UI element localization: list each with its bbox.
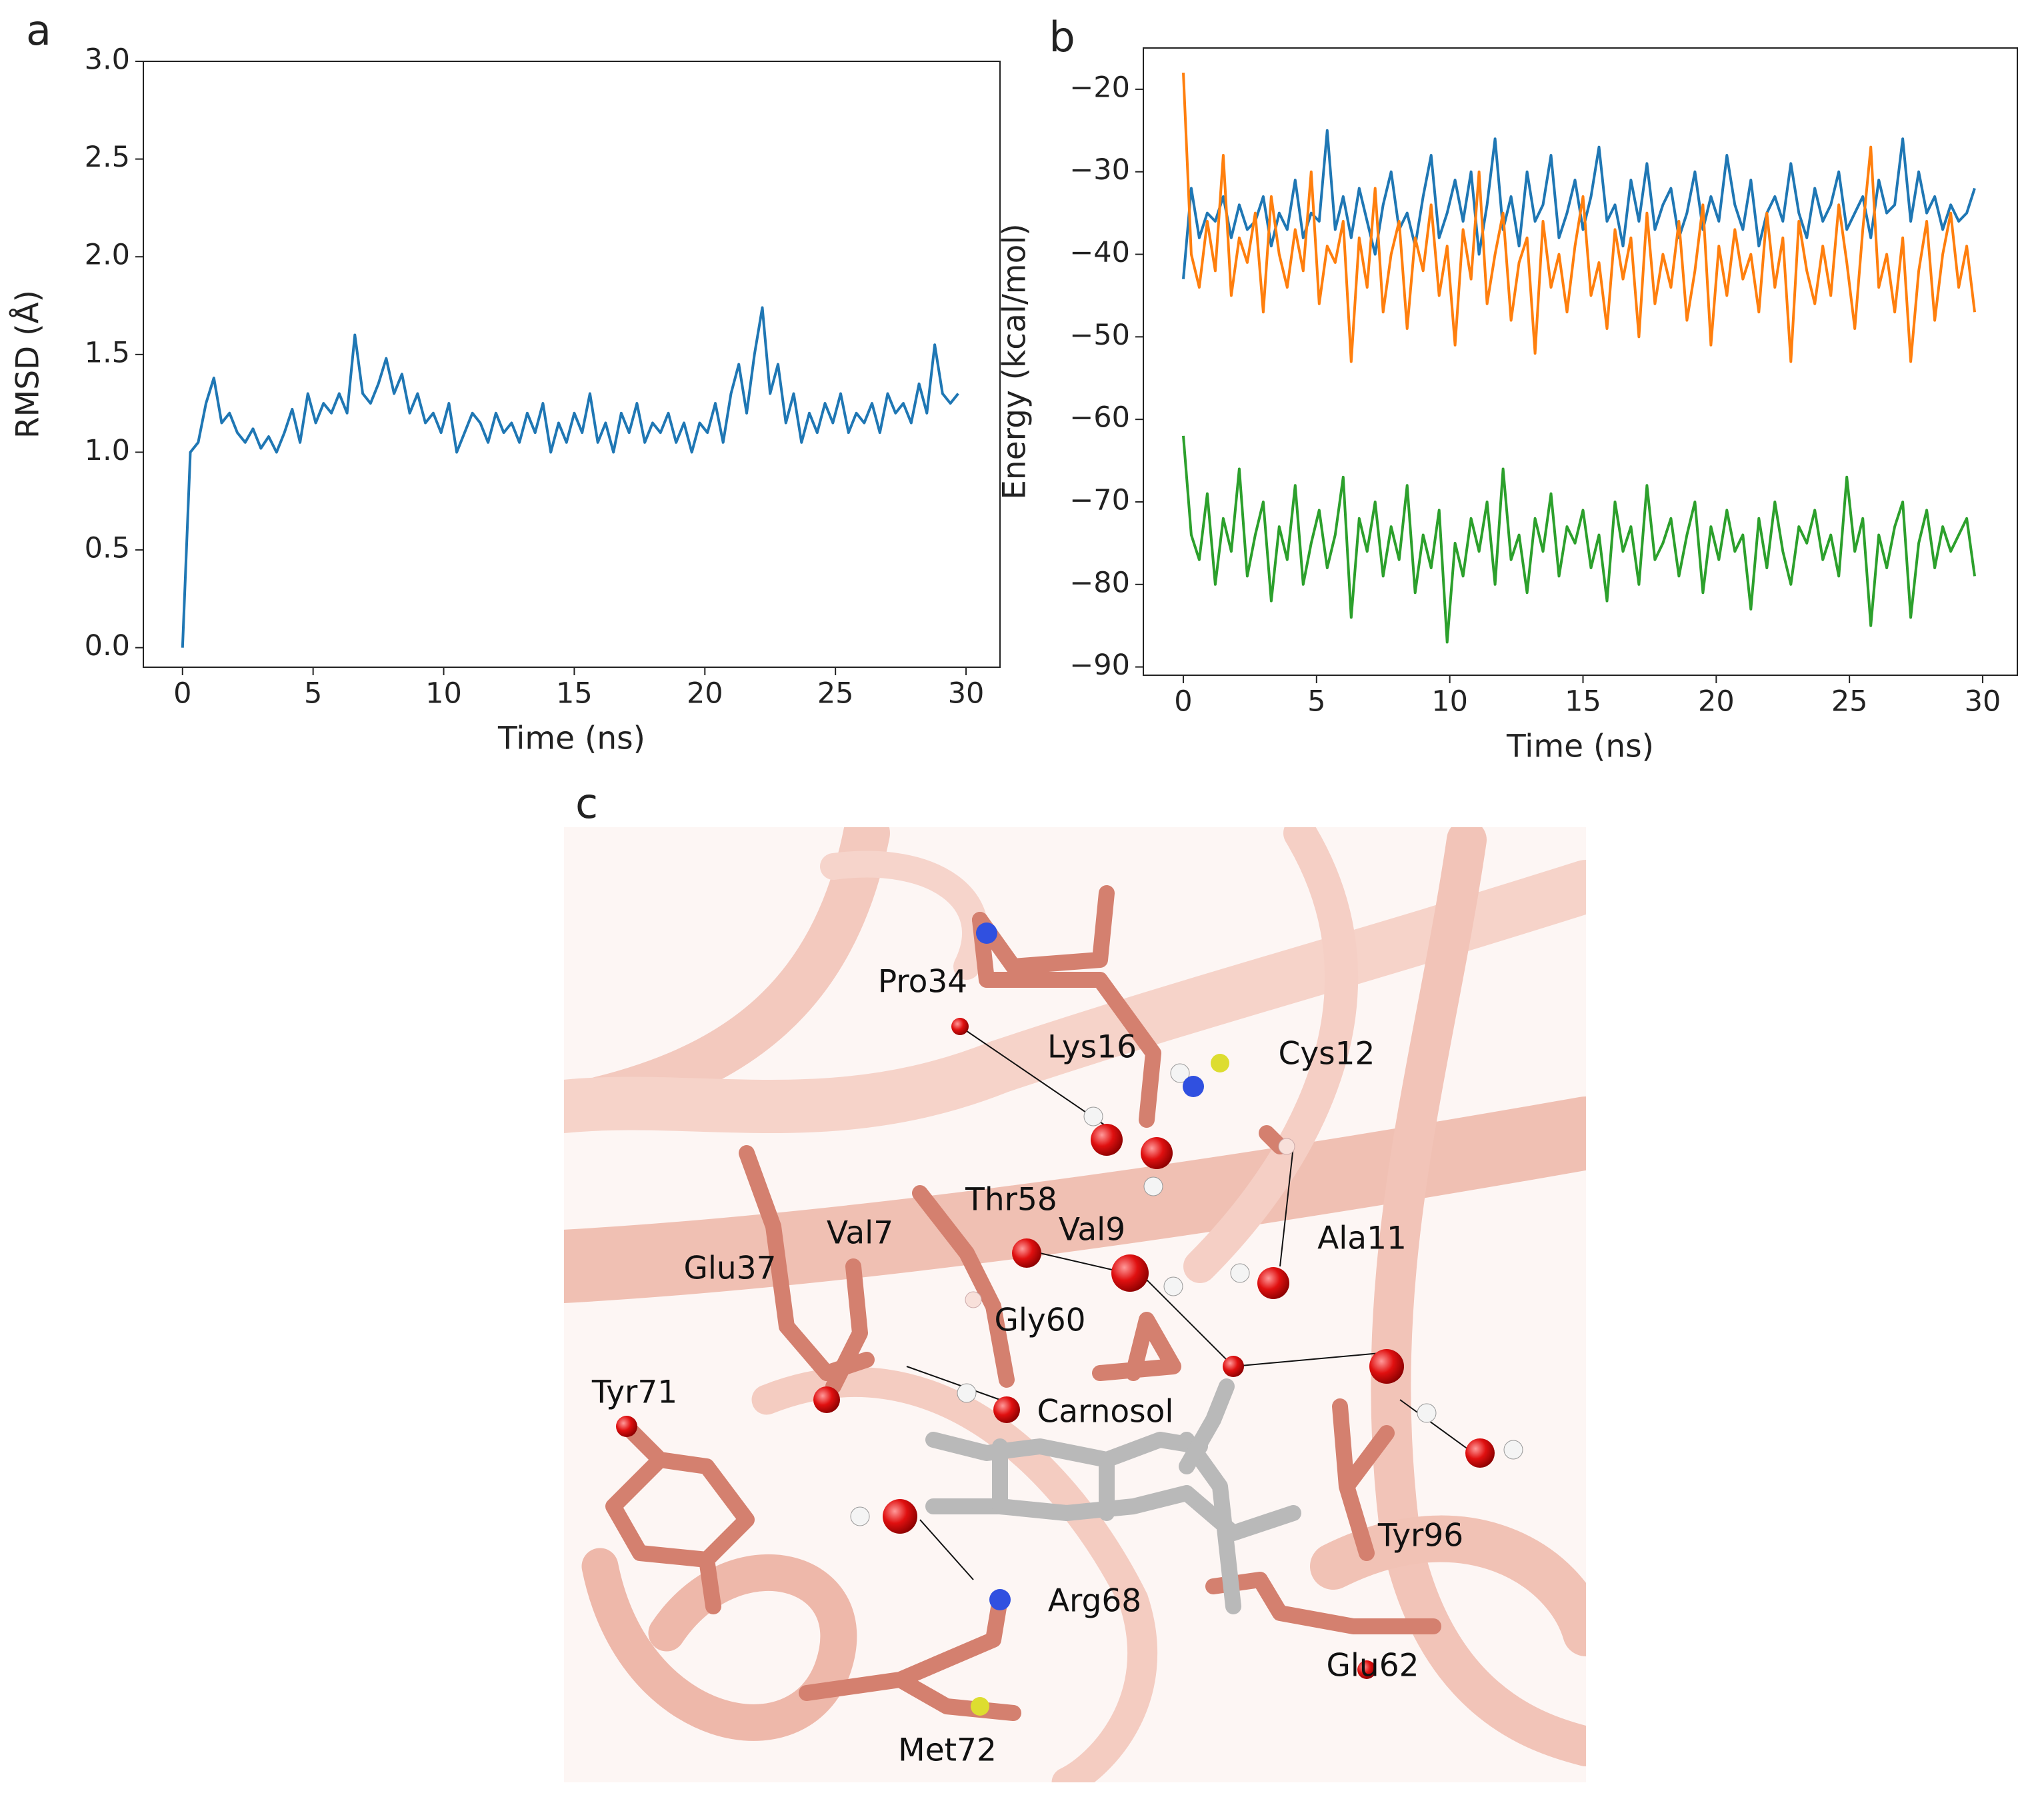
residue-label: Gly60 [994,1302,1085,1339]
data-line [1182,435,1976,644]
x-tick-label: 15 [556,677,593,711]
x-tick-label: 20 [687,677,723,711]
data-line [1182,129,1976,279]
y-tick-label: −30 [1069,153,1130,187]
residue-sticks [605,885,1441,1721]
residue-label: Val9 [1059,1212,1125,1248]
residue-label: Lys16 [1047,1029,1137,1066]
atoms [616,922,1523,1716]
panel-label: c [575,779,598,828]
x-tick-label: 10 [1431,685,1468,719]
y-tick-label: 3.0 [85,43,130,77]
plot-frame [1143,47,2018,676]
x-tick-label: 30 [1965,685,2001,719]
x-tick-label: 20 [1698,685,1735,719]
y-tick-label: −70 [1069,483,1130,517]
y-tick-label: −60 [1069,401,1130,435]
residue-label: Glu37 [683,1250,776,1287]
y-tick-label: −80 [1069,566,1130,599]
panel-label: b [1049,13,1075,61]
x-tick-label: 5 [304,677,322,711]
y-axis-label: RMSD (Å) [10,290,47,439]
x-tick-label: 10 [425,677,462,711]
residue-label: Cys12 [1279,1036,1375,1072]
x-tick-label: 5 [1307,685,1325,719]
residue-label: Glu62 [1326,1648,1419,1684]
x-tick-label: 25 [817,677,854,711]
x-tick-label: 25 [1831,685,1868,719]
x-tick-label: 0 [1174,685,1192,719]
residue-label: Met72 [898,1732,997,1769]
residue-label: Ala11 [1317,1220,1407,1257]
x-axis-label: Time (ns) [1506,729,1654,765]
y-axis-label: Energy (kcal/mol) [997,223,1033,500]
data-line [1182,73,1976,363]
carnosol-sticks [925,1378,1301,1614]
residue-label: Pro34 [878,964,967,1000]
data-line [181,306,959,648]
y-tick-label: 0.5 [85,532,130,565]
y-tick-label: 1.5 [85,336,130,369]
x-tick-label: 30 [948,677,985,711]
x-tick-label: 15 [1565,685,1601,719]
plot-frame [143,61,1001,668]
residue-label: Thr58 [965,1182,1057,1218]
residue-label: Val7 [827,1215,893,1252]
x-tick-label: 0 [173,677,191,711]
y-tick-label: 1.0 [85,434,130,467]
panel-label: a [26,6,51,55]
y-tick-label: 0.0 [85,629,130,663]
structure-image [564,827,1586,1782]
y-tick-label: −40 [1069,236,1130,269]
y-tick-label: −50 [1069,319,1130,352]
residue-label: Carnosol [1037,1394,1174,1430]
y-tick-label: 2.0 [85,239,130,272]
y-tick-label: −20 [1069,71,1130,104]
x-axis-label: Time (ns) [497,721,645,757]
residue-label: Arg68 [1048,1583,1141,1620]
y-tick-label: −90 [1069,649,1130,682]
residue-label: Tyr96 [1377,1518,1463,1554]
residue-label: Tyr71 [591,1374,677,1411]
y-tick-label: 2.5 [85,141,130,174]
